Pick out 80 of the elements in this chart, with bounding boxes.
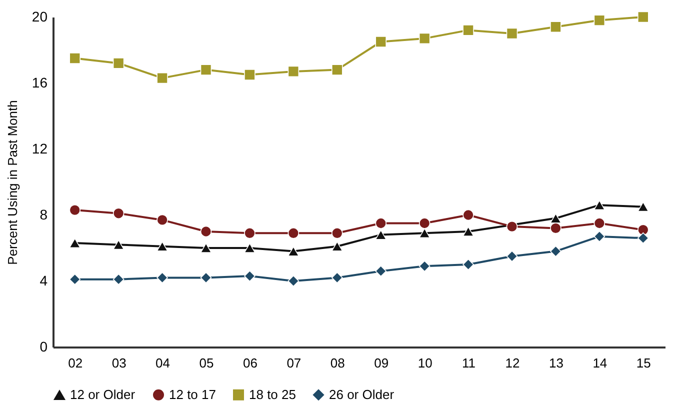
point [288, 275, 300, 287]
point [375, 265, 386, 277]
point [594, 218, 606, 229]
point [244, 228, 256, 239]
point [112, 240, 124, 250]
x-tick-label: 04 [156, 356, 170, 370]
point [375, 36, 386, 48]
y-tick-label: 16 [32, 74, 48, 90]
point [156, 72, 168, 84]
point [594, 200, 606, 210]
point [418, 260, 430, 272]
x-tick-label: 03 [112, 356, 126, 370]
x-tick-label: 05 [199, 356, 214, 370]
point [200, 226, 212, 238]
point [69, 204, 80, 216]
x-tick-label: 12 [505, 356, 520, 370]
point [638, 202, 649, 212]
point [418, 218, 430, 229]
point [244, 243, 256, 253]
y-axis-title: Percent Using in Past Month [4, 100, 20, 265]
point [594, 14, 606, 26]
point [375, 230, 386, 240]
point [462, 209, 474, 221]
point [550, 222, 562, 234]
point [112, 274, 124, 285]
point [506, 220, 518, 232]
point [112, 208, 124, 219]
x-tick-label: 07 [286, 356, 302, 370]
point [156, 214, 168, 226]
point [375, 218, 386, 229]
x-tick-label: 11 [462, 356, 476, 370]
point [244, 270, 256, 282]
point [418, 228, 430, 238]
point [506, 28, 518, 40]
point [550, 21, 562, 33]
y-tick-label: 4 [40, 272, 48, 288]
point [112, 58, 124, 69]
point [332, 64, 343, 76]
point [462, 226, 474, 236]
x-tick-label: 02 [68, 356, 83, 370]
point [69, 238, 80, 248]
y-tick-label: 8 [40, 206, 48, 222]
point [332, 272, 343, 284]
point [418, 32, 430, 44]
point [638, 232, 649, 244]
x-tick-label: 08 [330, 356, 345, 370]
x-tick-label: 10 [418, 356, 432, 370]
x-tick-label: 13 [548, 356, 564, 370]
y-tick-label: 20 [32, 8, 48, 24]
point [69, 52, 80, 64]
point [288, 228, 300, 239]
x-tick-label: 14 [592, 356, 608, 370]
point [200, 272, 212, 284]
x-tick-label: 09 [374, 356, 389, 370]
point [244, 69, 256, 80]
point [638, 11, 649, 23]
x-tick-label: 06 [242, 356, 258, 370]
y-tick-label: 12 [32, 140, 48, 156]
point [550, 213, 562, 224]
point [288, 66, 300, 78]
point [506, 250, 518, 262]
legend-label: 26 or Older [329, 386, 395, 402]
point [69, 274, 80, 285]
point [332, 228, 343, 239]
point [156, 241, 168, 252]
point [200, 243, 212, 253]
legend-label: 18 to 25 [249, 386, 296, 402]
point [638, 224, 649, 236]
point [462, 258, 474, 270]
legend-label: 12 or Older [70, 387, 136, 402]
point [462, 24, 474, 36]
point [550, 246, 562, 257]
point [332, 241, 343, 252]
x-tick-label: 15 [636, 356, 651, 370]
point [288, 246, 300, 256]
point [156, 272, 168, 284]
y-tick-label: 0 [40, 338, 48, 354]
point [594, 230, 606, 242]
point [200, 64, 212, 76]
legend-label: 12 to 17 [169, 386, 216, 402]
